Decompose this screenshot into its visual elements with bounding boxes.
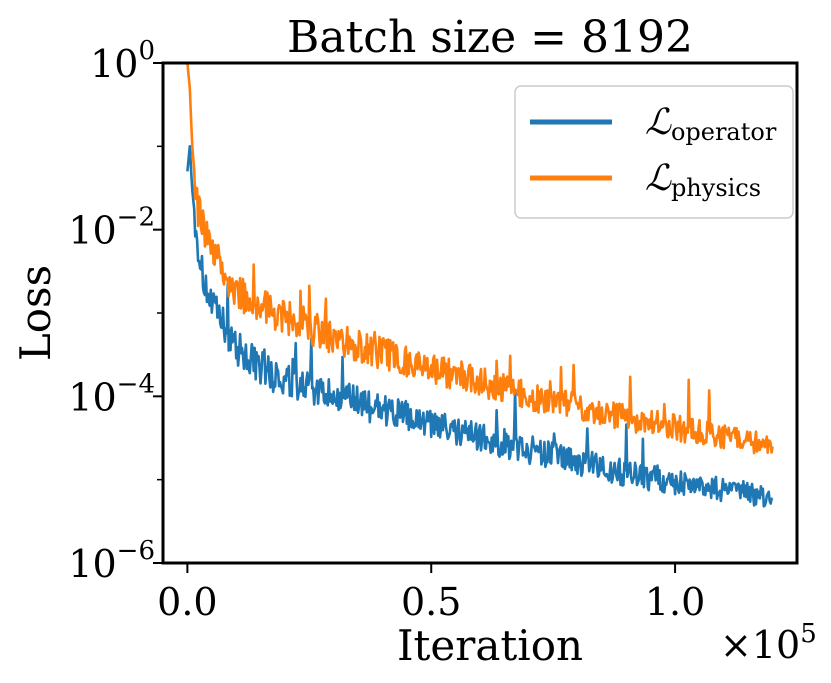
legend-sub-physics: physics [671,174,761,202]
series-line-physics [186,63,774,455]
legend-label-physics: ℒphysics [645,158,761,202]
series-layer [186,63,774,508]
x-axis-label: Iteration [397,621,583,670]
svg-text:×105: ×105 [720,619,817,667]
x-tick-label: 1.0 [645,580,705,624]
x-scale-base: ×10 [720,623,800,667]
y-tick-label: 100 [90,36,155,86]
x-tick-label: 0.0 [157,580,217,624]
y-tick-label: 10−4 [68,369,155,419]
legend-label-operator: ℒoperator [645,102,777,146]
y-tick-label: 10−6 [68,536,155,586]
x-tick-label: 0.5 [401,580,461,624]
legend-symbol-operator: ℒ [645,102,672,143]
x-scale-multiplier: ×105 [720,619,817,667]
x-scale-exponent: 5 [800,619,817,649]
legend: ℒoperator ℒphysics [514,85,794,219]
legend-box [514,85,794,219]
chart-title: Batch size = 8192 [287,12,693,63]
y-axis-label: Loss [11,265,60,361]
legend-symbol-physics: ℒ [645,158,672,199]
tick-layer: 0.0 0.5 1.0 100 10−2 10−4 10−6 [68,36,705,624]
legend-sub-operator: operator [671,118,777,146]
y-tick-label: 10−2 [68,203,155,253]
series-line-operator [186,145,774,508]
